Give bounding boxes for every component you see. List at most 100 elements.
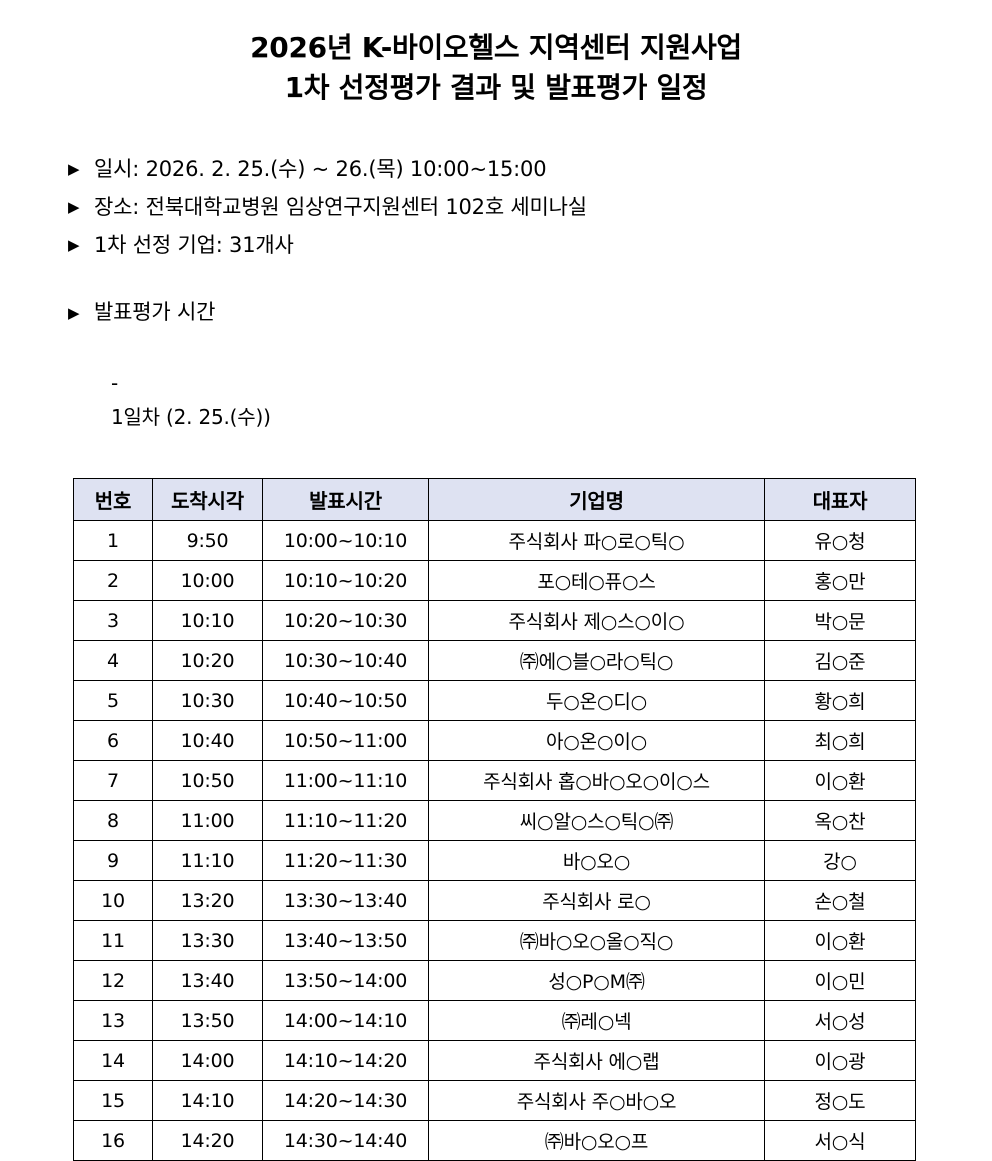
cell-presentation-time: 10:20~10:30 (262, 600, 429, 641)
schedule-table: 번호 도착시각 발표시간 기업명 대표자 1 9:50 10:00~10:10 주식회… (73, 478, 916, 1161)
column-header-presentation-time: 발표시간 (262, 478, 429, 521)
table-row: 10 13:20 13:30~13:40 주식회사 로○ 손○철 (73, 880, 916, 921)
title-line-1: 2026년 K-바이오헬스 지역센터 지원사업 (250, 31, 742, 64)
cell-representative: 이○환 (764, 760, 916, 801)
table-row: 2 10:00 10:10~10:20 포○테○퓨○스 홍○만 (73, 560, 916, 601)
cell-representative: 손○철 (764, 880, 916, 921)
cell-company-name: 주식회사 홉○바○오○이○스 (428, 760, 765, 801)
cell-number: 15 (73, 1080, 153, 1121)
cell-company-name: 두○온○디○ (428, 680, 765, 721)
cell-arrival-time: 10:20 (152, 640, 263, 681)
cell-company-name: 바○오○ (428, 840, 765, 881)
table-row: 5 10:30 10:40~10:50 두○온○디○ 황○희 (73, 680, 916, 721)
cell-arrival-time: 11:00 (152, 800, 263, 841)
cell-presentation-time: 11:00~11:10 (262, 760, 429, 801)
info-item-location-text: 장소: 전북대학교병원 임상연구지원센터 102호 세미나실 (94, 195, 587, 219)
info-item-company-count: ▶ 1차 선정 기업: 31개사 (68, 226, 992, 264)
cell-arrival-time: 10:50 (152, 760, 263, 801)
table-row: 9 11:10 11:20~11:30 바○오○ 강○ (73, 840, 916, 881)
triangle-bullet-icon: ▶ (68, 198, 80, 216)
cell-presentation-time: 10:10~10:20 (262, 560, 429, 601)
cell-number: 10 (73, 880, 153, 921)
cell-presentation-time: 11:20~11:30 (262, 840, 429, 881)
triangle-bullet-icon: ▶ (68, 236, 80, 254)
section-heading: ▶ 발표평가 시간 (68, 294, 992, 332)
table-row: 6 10:40 10:50~11:00 아○온○이○ 최○희 (73, 720, 916, 761)
cell-representative: 이○환 (764, 920, 916, 961)
cell-number: 5 (73, 680, 153, 721)
cell-company-name: 주식회사 주○바○오 (428, 1080, 765, 1121)
cell-presentation-time: 10:40~10:50 (262, 680, 429, 721)
cell-company-name: 주식회사 제○스○이○ (428, 600, 765, 641)
triangle-bullet-icon: ▶ (68, 160, 80, 178)
cell-presentation-time: 10:30~10:40 (262, 640, 429, 681)
cell-arrival-time: 10:40 (152, 720, 263, 761)
info-item-date-text: 일시: 2026. 2. 25.(수) ~ 26.(목) 10:00~15:00 (94, 157, 547, 181)
cell-number: 7 (73, 760, 153, 801)
cell-representative: 최○희 (764, 720, 916, 761)
info-list: ▶ 일시: 2026. 2. 25.(수) ~ 26.(목) 10:00~15:… (0, 150, 992, 264)
table-row: 16 14:20 14:30~14:40 ㈜바○오○프 서○식 (73, 1120, 916, 1161)
cell-number: 11 (73, 920, 153, 961)
cell-company-name: ㈜바○오○프 (428, 1120, 765, 1161)
cell-representative: 황○희 (764, 680, 916, 721)
dash-bullet-icon: - (110, 371, 118, 395)
cell-arrival-time: 11:10 (152, 840, 263, 881)
cell-presentation-time: 14:00~14:10 (262, 1000, 429, 1041)
column-header-number: 번호 (73, 478, 153, 521)
cell-representative: 서○식 (764, 1120, 916, 1161)
table-header-row: 번호 도착시각 발표시간 기업명 대표자 (73, 478, 916, 521)
table-row: 13 13:50 14:00~14:10 ㈜레○넥 서○성 (73, 1000, 916, 1041)
cell-number: 2 (73, 560, 153, 601)
cell-arrival-time: 14:10 (152, 1080, 263, 1121)
cell-arrival-time: 13:50 (152, 1000, 263, 1041)
table-row: 11 13:30 13:40~13:50 ㈜바○오○올○직○ 이○환 (73, 920, 916, 961)
table-row: 15 14:10 14:20~14:30 주식회사 주○바○오 정○도 (73, 1080, 916, 1121)
cell-arrival-time: 14:00 (152, 1040, 263, 1081)
column-header-representative: 대표자 (764, 478, 916, 521)
section-heading-text: 발표평가 시간 (94, 300, 216, 324)
cell-number: 13 (73, 1000, 153, 1041)
schedule-table-container: 번호 도착시각 발표시간 기업명 대표자 1 9:50 10:00~10:10 주식회… (0, 478, 992, 1161)
cell-representative: 정○도 (764, 1080, 916, 1121)
presentation-schedule-section: ▶ 발표평가 시간 - 1일차 (2. 25.(수)) (0, 294, 992, 468)
cell-presentation-time: 10:50~11:00 (262, 720, 429, 761)
cell-number: 9 (73, 840, 153, 881)
cell-representative: 강○ (764, 840, 916, 881)
cell-presentation-time: 13:50~14:00 (262, 960, 429, 1001)
table-row: 3 10:10 10:20~10:30 주식회사 제○스○이○ 박○문 (73, 600, 916, 641)
cell-number: 16 (73, 1120, 153, 1161)
cell-representative: 박○문 (764, 600, 916, 641)
cell-presentation-time: 13:30~13:40 (262, 880, 429, 921)
cell-arrival-time: 9:50 (152, 520, 263, 561)
section-subheading-text: 1일차 (2. 25.(수)) (110, 405, 271, 429)
cell-presentation-time: 14:30~14:40 (262, 1120, 429, 1161)
table-row: 14 14:00 14:10~14:20 주식회사 에○랩 이○광 (73, 1040, 916, 1081)
cell-number: 6 (73, 720, 153, 761)
cell-company-name: 씨○알○스○틱○㈜ (428, 800, 765, 841)
cell-number: 1 (73, 520, 153, 561)
cell-arrival-time: 14:20 (152, 1120, 263, 1161)
cell-presentation-time: 13:40~13:50 (262, 920, 429, 961)
cell-company-name: 아○온○이○ (428, 720, 765, 761)
cell-representative: 옥○찬 (764, 800, 916, 841)
column-header-company-name: 기업명 (428, 478, 765, 521)
cell-company-name: 주식회사 로○ (428, 880, 765, 921)
cell-representative: 이○민 (764, 960, 916, 1001)
cell-representative: 유○청 (764, 520, 916, 561)
cell-company-name: ㈜에○블○라○틱○ (428, 640, 765, 681)
table-row: 8 11:00 11:10~11:20 씨○알○스○틱○㈜ 옥○찬 (73, 800, 916, 841)
cell-representative: 김○준 (764, 640, 916, 681)
cell-company-name: 성○P○M㈜ (428, 960, 765, 1001)
cell-presentation-time: 14:10~14:20 (262, 1040, 429, 1081)
table-body: 1 9:50 10:00~10:10 주식회사 파○로○틱○ 유○청 2 10:00 10:1… (73, 520, 916, 1161)
section-subheading: - 1일차 (2. 25.(수)) (68, 332, 992, 468)
cell-company-name: ㈜레○넥 (428, 1000, 765, 1041)
info-item-company-count-text: 1차 선정 기업: 31개사 (94, 233, 294, 257)
cell-number: 8 (73, 800, 153, 841)
page-title: 2026년 K-바이오헬스 지역센터 지원사업 1차 선정평가 결과 및 발표평… (0, 0, 992, 108)
info-item-location: ▶ 장소: 전북대학교병원 임상연구지원센터 102호 세미나실 (68, 188, 992, 226)
cell-number: 12 (73, 960, 153, 1001)
table-row: 12 13:40 13:50~14:00 성○P○M㈜ 이○민 (73, 960, 916, 1001)
title-line-2: 1차 선정평가 결과 및 발표평가 일정 (284, 71, 708, 104)
